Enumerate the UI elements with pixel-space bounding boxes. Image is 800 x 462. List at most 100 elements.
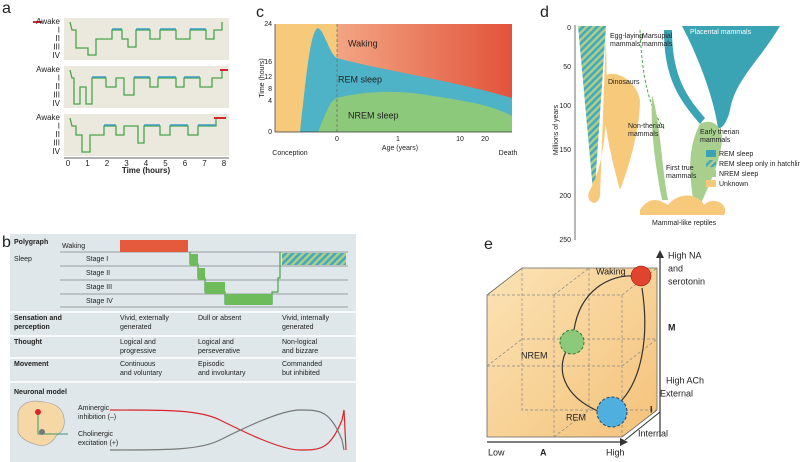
rem-block: [282, 253, 346, 265]
group-label: Mammal-like reptiles: [652, 220, 717, 227]
axis-label: Internal: [638, 428, 668, 438]
stage-label: IV: [52, 147, 60, 156]
cell: Commanded: [282, 361, 322, 368]
legend-label: REM sleep: [719, 151, 753, 158]
axis-label: High: [606, 447, 625, 457]
y-tick-label: 16: [264, 59, 272, 66]
y-tick-label: 4: [268, 98, 272, 105]
panel-label: e: [484, 236, 493, 253]
axis-label: M: [668, 322, 676, 332]
x-tick-label: 1: [85, 159, 90, 168]
neuron: [35, 409, 41, 415]
row-head: Thought: [14, 339, 43, 346]
panel-bg: [10, 234, 356, 462]
plot-bg: [64, 114, 229, 156]
y-tick-label: 200: [559, 193, 571, 200]
region-label: REM sleep: [338, 74, 382, 84]
stage-label: I: [58, 122, 60, 131]
y-axis-label: Time (hours): [259, 58, 266, 97]
x-tick-label: 2: [105, 159, 110, 168]
stage-label: Awake: [36, 17, 60, 26]
stage-block: [205, 282, 225, 294]
legend-swatch: [706, 180, 716, 187]
stage-label: Stage III: [86, 284, 112, 291]
egg-lineage: [639, 29, 666, 131]
group-label: Egg-laying: [610, 33, 643, 40]
axis-label: Low: [488, 447, 505, 457]
waking-block: [120, 240, 188, 252]
cell: and bizzare: [282, 348, 318, 355]
stage-label: Stage II: [86, 270, 110, 277]
stage-label: Stage I: [86, 256, 108, 263]
state-label: NREM: [521, 350, 548, 360]
neuron: [39, 429, 45, 435]
stage-label: III: [53, 91, 60, 100]
cell: Continuous: [120, 361, 156, 368]
y-tick-label: 0: [268, 129, 272, 136]
axis-label: High ACh: [666, 375, 704, 385]
cholinergic-curve: [109, 409, 345, 451]
x-axis-label: Age (years): [382, 145, 418, 152]
stage-block: [198, 268, 205, 280]
cell: Dull or absent: [198, 315, 241, 322]
x-tick-label: 1: [396, 136, 400, 143]
stage-label: IV: [52, 51, 60, 60]
cell: Episodic: [198, 361, 225, 368]
stage-label: II: [56, 82, 60, 91]
plot-bg: [64, 18, 229, 60]
state-label: Waking: [596, 266, 626, 276]
cell: Non-logical: [282, 339, 317, 346]
stage-label: I: [58, 26, 60, 35]
panel-label: b: [2, 234, 11, 251]
cell: and voluntary: [120, 370, 163, 377]
axis-label: I: [650, 404, 653, 414]
egg-base: [588, 32, 607, 203]
stage-label: I: [58, 74, 60, 83]
curve-label: Cholinergic: [78, 431, 114, 438]
y-tick-label: 50: [563, 64, 571, 71]
cell: Vivid, externally: [120, 315, 169, 322]
x-tick-label: 5: [163, 159, 168, 168]
y-tick-label: 8: [268, 86, 272, 93]
panel-label: d: [540, 4, 549, 21]
axis-label: A: [540, 447, 547, 457]
cell: Logical and: [198, 339, 234, 346]
placental-branch: [682, 26, 780, 129]
panel-c: [274, 24, 512, 133]
stage-label: Awake: [36, 65, 60, 74]
panel-e: [486, 250, 664, 446]
axis-label: and: [668, 263, 683, 273]
panel-d: [574, 25, 780, 240]
legend-swatch: [706, 150, 716, 157]
x-tick-label: 8: [222, 159, 227, 168]
hypnograms: [33, 18, 229, 159]
stage-block: [225, 294, 272, 305]
x-tick-label: 10: [456, 136, 464, 143]
y-tick-label: 150: [559, 147, 571, 154]
x-tick-label: 0: [66, 159, 71, 168]
group-label: mammals: [666, 173, 697, 180]
x-tick-label: 7: [202, 159, 207, 168]
stage-label: III: [53, 139, 60, 148]
reptile-base: [640, 195, 726, 215]
group-label: Non-therian: [628, 123, 665, 130]
header: Polygraph: [14, 239, 48, 246]
x-tick-label: 4: [144, 159, 149, 168]
cell: and involuntary: [198, 370, 246, 377]
cycle-arrow: [621, 287, 646, 401]
legend-swatch: [706, 170, 716, 177]
egg-laying-branch: [578, 26, 606, 202]
cell: Logical and: [120, 339, 156, 346]
region-label: Waking: [348, 38, 378, 48]
group-label: Early therian: [700, 129, 739, 136]
curve-label: excitation (+): [78, 440, 118, 447]
cell: generated: [282, 324, 314, 331]
rem-state: [596, 396, 628, 428]
legend-label: Unknown: [719, 181, 748, 188]
cell: generated: [120, 324, 152, 331]
x-tick-label: 20: [481, 136, 489, 143]
stage-label: IV: [52, 99, 60, 108]
cell: Vivid, internally: [282, 315, 329, 322]
y-tick-label: 250: [559, 237, 571, 244]
header: Neuronal model: [14, 389, 67, 396]
